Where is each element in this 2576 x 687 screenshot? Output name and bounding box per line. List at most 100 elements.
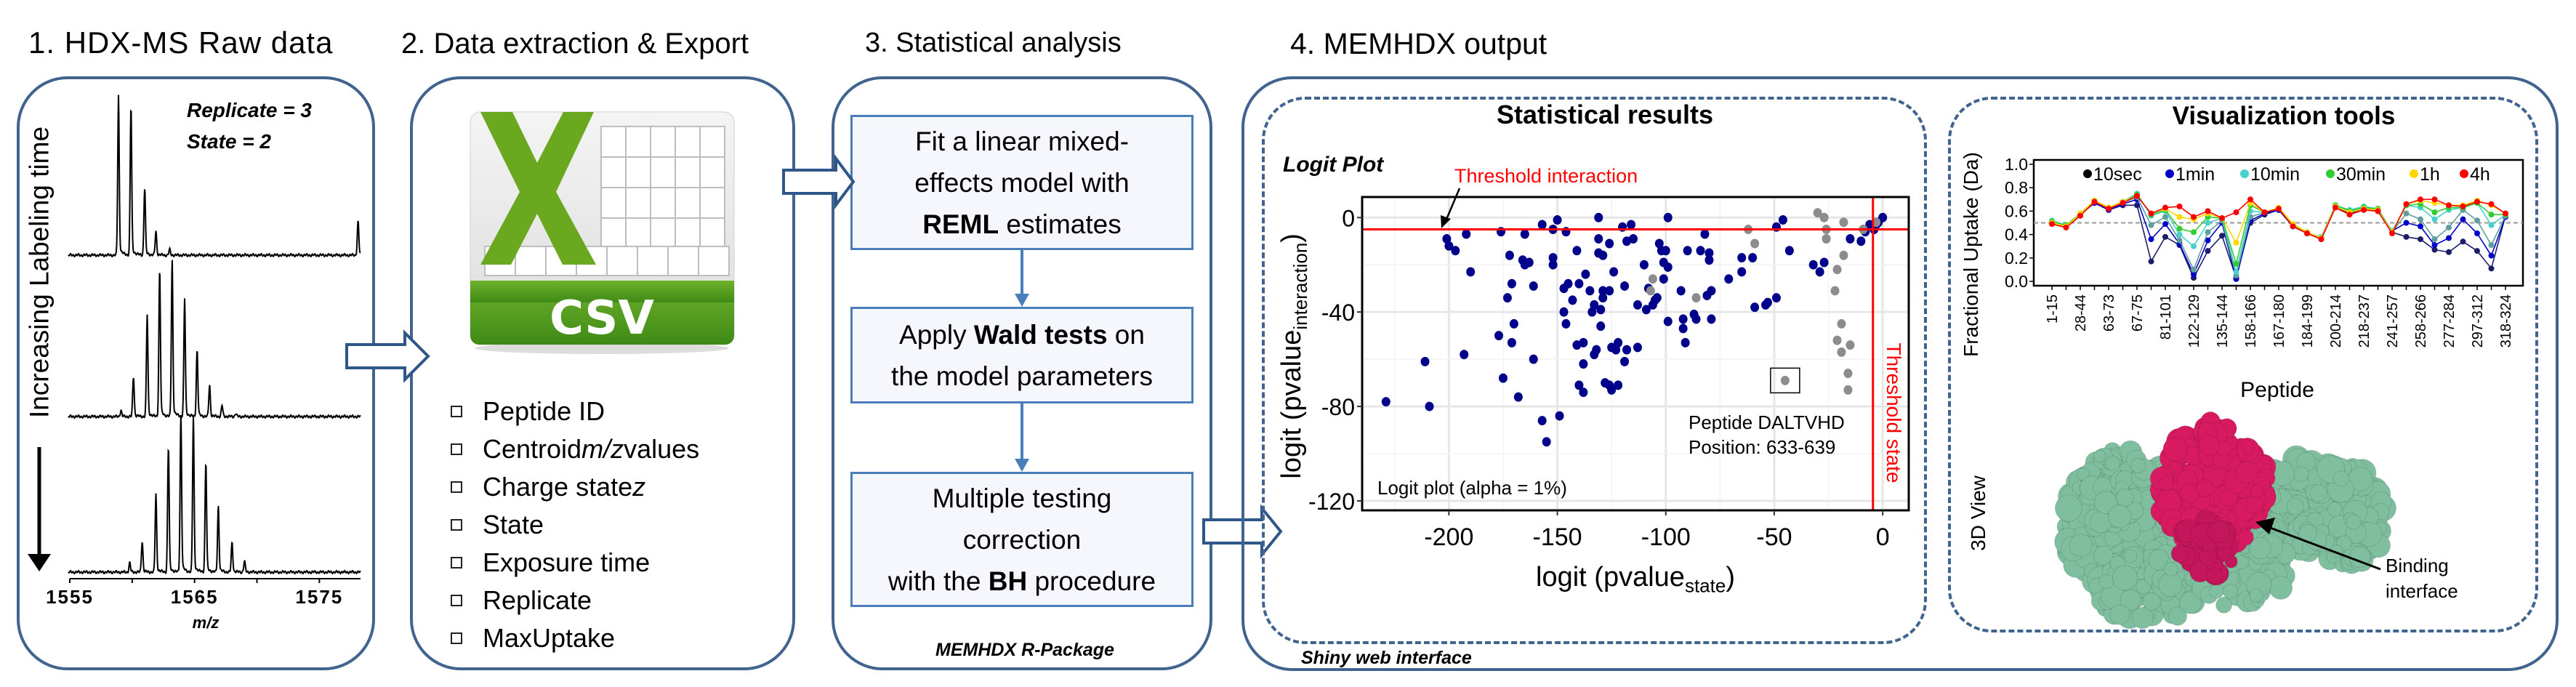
series-point <box>2191 229 2197 236</box>
data-point <box>1585 286 1595 296</box>
checkbox-icon <box>451 406 462 417</box>
data-point <box>1878 212 1888 222</box>
data-point <box>1574 380 1584 390</box>
exported-field-item: Centroid m/z values <box>451 436 699 462</box>
arrow-right-icon <box>782 154 856 209</box>
step1-line2: effects model with <box>914 167 1130 198</box>
series-point <box>2474 217 2480 224</box>
series-point <box>2431 242 2438 249</box>
data-point <box>1646 286 1655 296</box>
surface-atom <box>2112 565 2138 591</box>
data-point <box>1553 215 1562 225</box>
r-package-caption: MEMHDX R-Package <box>935 640 1114 660</box>
data-point <box>1609 267 1619 277</box>
series-point <box>2134 193 2140 199</box>
series-point <box>2205 229 2211 236</box>
x-tick-label: 200-214 <box>2328 294 2344 347</box>
series-point <box>2474 248 2480 254</box>
data-point <box>1596 321 1606 332</box>
series-point <box>2077 212 2083 219</box>
series-point <box>2120 200 2126 206</box>
data-point <box>1652 293 1662 303</box>
xlabel-main: logit (pvalue <box>1536 562 1685 592</box>
mz-tick-label: 1575 <box>295 586 344 608</box>
series-point <box>2488 265 2495 272</box>
y-tick-label: 0.0 <box>2005 272 2028 291</box>
spectrum-line <box>68 260 361 419</box>
legend-label: 4h <box>2470 164 2490 185</box>
surface-atom <box>2202 539 2216 553</box>
data-point <box>1780 375 1790 385</box>
data-point <box>1529 354 1538 364</box>
surface-atom <box>2054 494 2082 522</box>
series-point <box>2261 209 2268 216</box>
series-point <box>2063 224 2069 230</box>
x-tick-label: 63-73 <box>2101 294 2117 332</box>
series-point <box>2233 239 2239 246</box>
surface-atom <box>2168 606 2188 626</box>
panel-3-title: 3. Statistical analysis <box>865 28 1122 58</box>
statistical-analysis-panel <box>832 76 1212 670</box>
series-point <box>2162 233 2168 240</box>
series-point <box>2304 230 2310 236</box>
data-point <box>1819 257 1829 268</box>
surface-atom <box>2286 497 2304 515</box>
data-point <box>1808 260 1818 270</box>
surface-atom <box>2123 549 2138 563</box>
data-point <box>1771 293 1781 303</box>
data-point <box>1607 385 1617 395</box>
series-point <box>2403 201 2410 207</box>
step-wald-tests: Apply Wald tests on the model parameters <box>850 307 1194 403</box>
series-point <box>2176 203 2183 209</box>
series-point <box>2219 233 2225 239</box>
legend-marker <box>2165 169 2174 178</box>
series-point <box>2176 225 2183 232</box>
protein-3d-view[interactable] <box>2050 411 2413 630</box>
data-point <box>1627 220 1636 230</box>
data-point <box>1815 267 1824 277</box>
series-point <box>2233 209 2239 216</box>
peptide-annotation: Peptide DALTVHD <box>1689 411 1845 433</box>
data-point <box>1678 324 1688 334</box>
surface-atom <box>2333 470 2350 487</box>
y-tick-label: 0.2 <box>2005 249 2028 268</box>
mz-axis-label: m/z <box>192 614 220 632</box>
data-point <box>1784 246 1794 256</box>
data-point <box>1460 350 1469 360</box>
output-panel <box>1241 76 2559 671</box>
mz-tick-label: 1555 <box>46 586 94 608</box>
data-point <box>1581 269 1590 279</box>
y-tick-label: -40 <box>1321 300 1355 326</box>
data-point <box>1629 233 1638 244</box>
data-point <box>1594 212 1603 222</box>
data-point <box>1843 369 1853 379</box>
data-point <box>1620 356 1630 366</box>
series-point <box>2403 210 2410 217</box>
legend-marker <box>2083 169 2092 178</box>
data-point <box>1614 337 1623 347</box>
field-pre: Peptide ID <box>483 396 605 426</box>
series-point <box>2488 222 2495 228</box>
legend-marker <box>2460 169 2468 178</box>
exported-field-item: State <box>451 512 544 538</box>
series-point <box>2162 221 2168 228</box>
series-point <box>2205 208 2211 214</box>
series-point <box>2474 230 2480 236</box>
data-point <box>1614 380 1623 390</box>
surface-atom <box>2207 521 2230 544</box>
series-point <box>2346 212 2353 218</box>
series-point <box>2503 210 2508 217</box>
x-tick-label: 67-75 <box>2130 294 2146 332</box>
arrow-right-icon <box>345 329 430 383</box>
logit-plot-title: Logit Plot <box>1283 153 1384 177</box>
series-point <box>2418 216 2423 222</box>
surface-atom <box>2198 434 2221 457</box>
series-point <box>2176 214 2183 220</box>
legend-label: 1min <box>2175 164 2215 185</box>
series-point <box>2191 271 2197 278</box>
series-point <box>2488 242 2495 249</box>
series-point <box>2460 203 2466 209</box>
x-tick-label: 241-257 <box>2385 294 2401 347</box>
data-point <box>1381 397 1390 407</box>
surface-atom <box>2178 591 2202 614</box>
